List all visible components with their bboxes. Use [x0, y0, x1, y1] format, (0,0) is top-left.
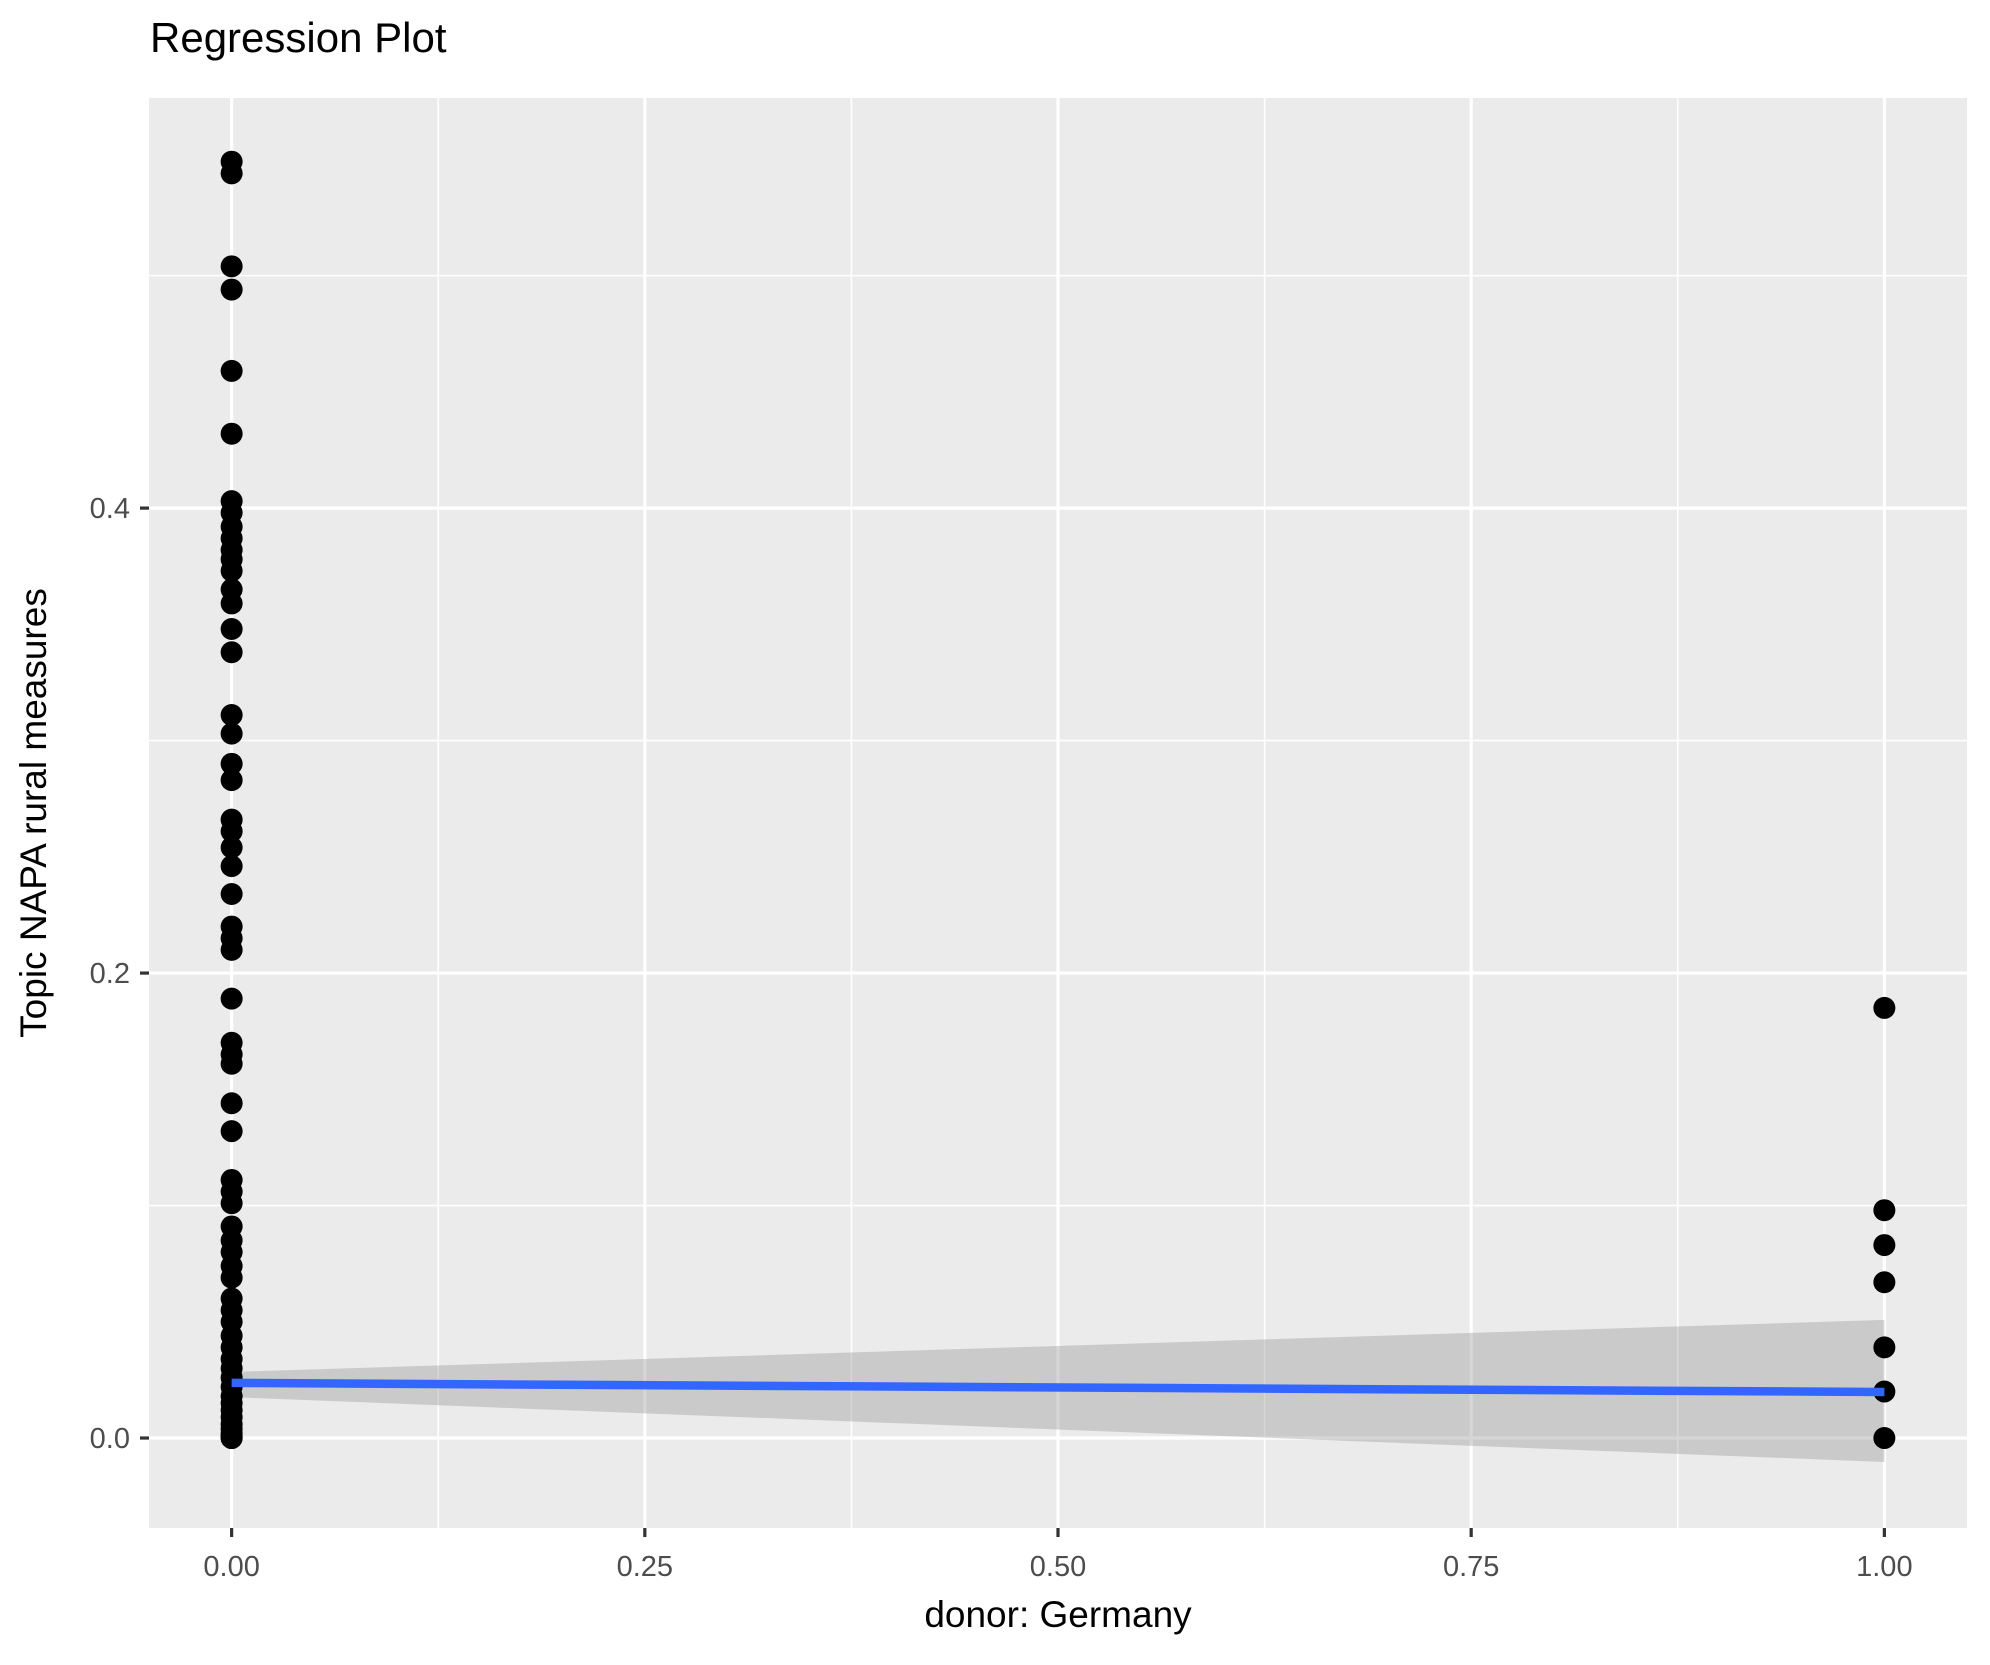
data-point — [220, 704, 243, 727]
data-point — [1873, 1427, 1896, 1450]
data-point — [220, 820, 243, 843]
y-axis-title-text: Topic NAPA rural measures — [13, 588, 54, 1038]
data-point — [220, 1192, 243, 1215]
regression-line — [231, 1378, 1885, 1397]
x-tick-label: 0.25 — [617, 1551, 673, 1583]
y-axis-title: Topic NAPA rural measures — [13, 588, 55, 1038]
data-point — [1873, 1336, 1896, 1359]
data-point — [220, 883, 243, 906]
data-point — [220, 938, 243, 961]
data-point — [220, 1427, 243, 1450]
data-point — [220, 1092, 243, 1115]
y-tick-label: 0.0 — [90, 1423, 130, 1455]
data-point — [1873, 996, 1896, 1019]
data-point — [1873, 1199, 1896, 1222]
data-point — [220, 987, 243, 1010]
data-point — [220, 278, 243, 301]
plot-title: Regression Plot — [150, 14, 447, 61]
y-tick-label: 0.2 — [90, 958, 130, 990]
data-point — [220, 255, 243, 278]
data-point — [220, 769, 243, 792]
x-tick-label: 1.00 — [1856, 1551, 1912, 1583]
data-point — [220, 836, 243, 859]
x-tick-label: 0.00 — [203, 1551, 259, 1583]
y-tick-label: 0.4 — [90, 493, 130, 525]
data-point — [220, 559, 243, 582]
data-point — [1873, 1271, 1896, 1294]
x-tick-label: 0.50 — [1030, 1551, 1086, 1583]
data-point — [220, 422, 243, 445]
data-point — [1873, 1234, 1896, 1257]
data-point — [220, 617, 243, 640]
data-point — [220, 1120, 243, 1143]
data-point — [220, 1052, 243, 1075]
data-point — [220, 855, 243, 878]
data-point — [220, 359, 243, 382]
data-point — [220, 1266, 243, 1289]
data-point — [220, 752, 243, 775]
data-point — [220, 162, 243, 185]
data-point — [220, 592, 243, 615]
x-axis-title: donor: Germany — [924, 1594, 1192, 1635]
x-tick-label: 0.75 — [1443, 1551, 1499, 1583]
data-point — [220, 722, 243, 745]
data-point — [220, 641, 243, 664]
